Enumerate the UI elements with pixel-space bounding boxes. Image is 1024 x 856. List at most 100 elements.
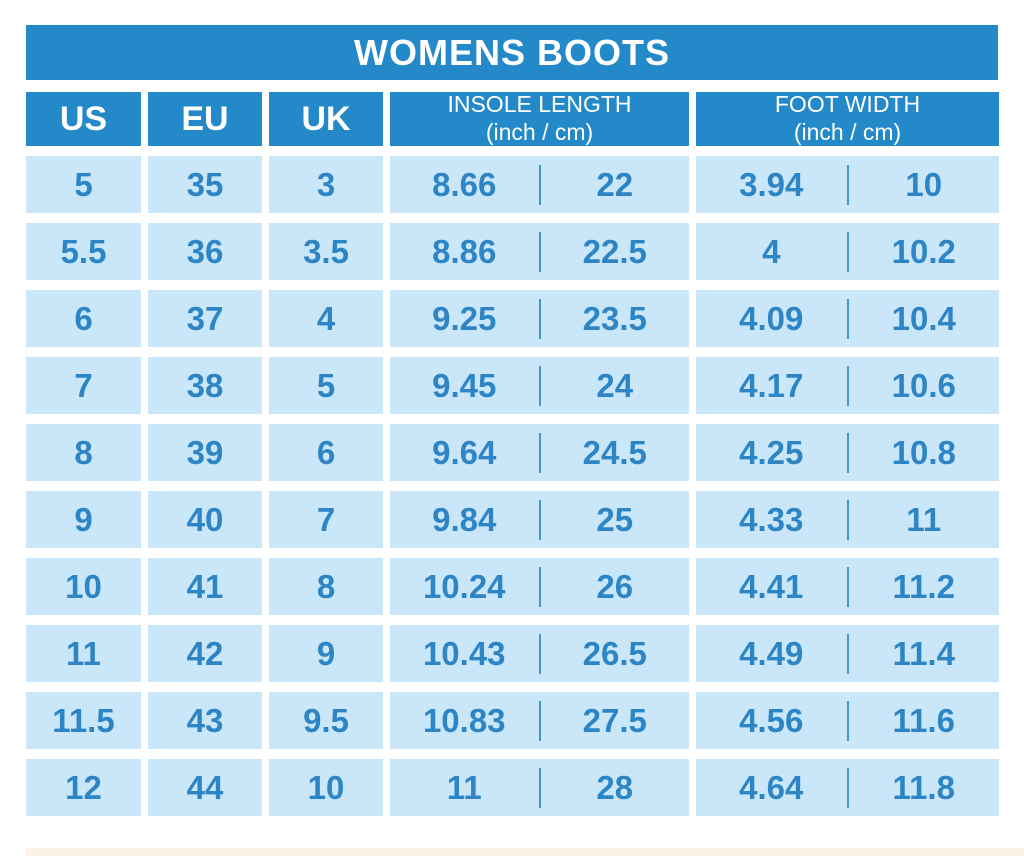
foot-width-cell: 4.41 11.2 — [696, 558, 999, 615]
foot-inch-value: 4.09 — [739, 299, 804, 337]
eu-size-value: 43 — [186, 701, 224, 739]
us-size-value: 9 — [74, 500, 93, 538]
foot-cm-value: 11.4 — [892, 634, 955, 672]
insole-inch-value: 10.43 — [422, 634, 506, 672]
column-header-us-label: US — [59, 99, 108, 138]
uk-size-cell: 3.5 — [269, 223, 383, 280]
foot-width-cell: 4.25 10.8 — [696, 424, 999, 481]
eu-size-value: 41 — [186, 567, 224, 605]
cell-divider — [538, 231, 541, 272]
size-table: US EU UK INSOLE LENGTH (inch / cm) FOOT … — [26, 91, 999, 816]
uk-size-cell: 5 — [269, 357, 383, 414]
us-size-cell: 7 — [26, 357, 141, 414]
cell-divider — [846, 164, 849, 205]
foot-inch-value: 4.56 — [739, 701, 804, 739]
insole-length-cell: 11 28 — [390, 759, 689, 816]
uk-size-value: 8 — [316, 567, 336, 605]
eu-size-value: 38 — [186, 366, 224, 404]
cell-divider — [538, 432, 541, 473]
foot-cm-value: 10 — [905, 165, 943, 203]
foot-inch-value: 4.49 — [739, 634, 804, 672]
insole-cm-value: 24 — [596, 366, 634, 404]
cell-divider — [538, 566, 541, 607]
us-size-cell: 12 — [26, 759, 141, 816]
foot-width-cell: 4.49 11.4 — [696, 625, 999, 682]
insole-inch-value: 9.25 — [432, 299, 497, 337]
foot-inch-value: 4 — [762, 232, 781, 270]
cell-divider — [846, 365, 849, 406]
cell-divider — [538, 298, 541, 339]
insole-length-units: (inch / cm) — [485, 119, 594, 145]
foot-width-units: (inch / cm) — [793, 119, 902, 145]
us-size-value: 8 — [74, 433, 93, 471]
foot-cm-value: 11 — [906, 500, 942, 538]
foot-cm-value: 10.6 — [891, 366, 956, 404]
foot-width-title: FOOT WIDTH — [774, 91, 921, 118]
uk-size-cell: 9 — [269, 625, 383, 682]
uk-size-cell: 10 — [269, 759, 383, 816]
us-size-value: 6 — [74, 299, 93, 337]
cell-divider — [846, 298, 849, 339]
us-size-value: 11.5 — [52, 701, 115, 739]
cell-divider — [538, 365, 541, 406]
cell-divider — [538, 700, 541, 741]
column-header-insole-length: INSOLE LENGTH (inch / cm) — [390, 91, 689, 146]
uk-size-value: 6 — [316, 433, 336, 471]
foot-width-cell: 3.94 10 — [696, 156, 999, 213]
column-header-eu-label: EU — [181, 99, 229, 138]
foot-inch-value: 4.33 — [739, 500, 804, 538]
us-size-value: 11 — [66, 634, 101, 672]
uk-size-cell: 6 — [269, 424, 383, 481]
foot-width-cell: 4.56 11.6 — [696, 692, 999, 749]
eu-size-cell: 42 — [148, 625, 262, 682]
insole-length-title: INSOLE LENGTH — [447, 91, 632, 118]
us-size-value: 12 — [65, 768, 102, 806]
chart-title-banner: WOMENS BOOTS — [26, 25, 998, 80]
us-size-value: 7 — [74, 366, 93, 404]
eu-size-cell: 44 — [148, 759, 262, 816]
eu-size-cell: 40 — [148, 491, 262, 548]
cell-divider — [538, 164, 541, 205]
insole-cm-value: 25 — [596, 500, 634, 538]
uk-size-cell: 3 — [269, 156, 383, 213]
uk-size-cell: 8 — [269, 558, 383, 615]
insole-cm-value: 27.5 — [582, 701, 647, 739]
uk-size-value: 9 — [316, 634, 336, 672]
uk-size-value: 4 — [316, 299, 336, 337]
next-section-edge — [26, 848, 1024, 856]
insole-length-cell: 10.24 26 — [390, 558, 689, 615]
foot-inch-value: 4.25 — [739, 433, 804, 471]
us-size-cell: 5.5 — [26, 223, 141, 280]
cell-divider — [538, 499, 541, 540]
foot-width-cell: 4.33 11 — [696, 491, 999, 548]
foot-width-cell: 4.64 11.8 — [696, 759, 999, 816]
foot-cm-value: 10.2 — [891, 232, 956, 270]
insole-length-cell: 9.45 24 — [390, 357, 689, 414]
foot-inch-value: 4.41 — [739, 567, 804, 605]
us-size-cell: 11.5 — [26, 692, 141, 749]
insole-cm-value: 22.5 — [582, 232, 647, 270]
insole-inch-value: 10.24 — [422, 567, 506, 605]
eu-size-value: 42 — [186, 634, 224, 672]
eu-size-cell: 39 — [148, 424, 262, 481]
us-size-value: 5.5 — [60, 232, 107, 270]
insole-length-cell: 8.66 22 — [390, 156, 689, 213]
column-header-eu: EU — [148, 92, 262, 146]
eu-size-cell: 37 — [148, 290, 262, 347]
column-header-uk: UK — [269, 92, 383, 146]
insole-inch-value: 9.84 — [432, 500, 497, 538]
uk-size-cell: 9.5 — [269, 692, 383, 749]
us-size-cell: 6 — [26, 290, 141, 347]
us-size-cell: 11 — [26, 625, 141, 682]
insole-cm-value: 26 — [596, 567, 634, 605]
insole-length-cell: 9.84 25 — [390, 491, 689, 548]
us-size-cell: 8 — [26, 424, 141, 481]
foot-width-cell: 4.17 10.6 — [696, 357, 999, 414]
foot-inch-value: 4.64 — [739, 768, 804, 806]
insole-cm-value: 22 — [596, 165, 634, 203]
insole-inch-value: 8.86 — [432, 232, 497, 270]
eu-size-value: 39 — [186, 433, 224, 471]
insole-cm-value: 28 — [596, 768, 634, 806]
eu-size-cell: 35 — [148, 156, 262, 213]
eu-size-value: 40 — [186, 500, 224, 538]
